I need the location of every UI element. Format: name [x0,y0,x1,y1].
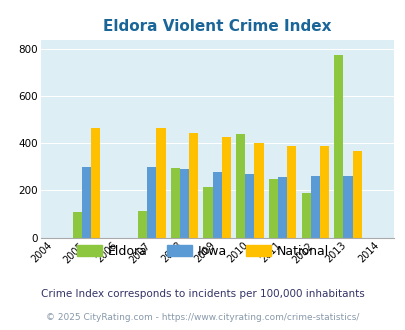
Bar [203,187,212,238]
Bar [343,176,352,238]
Bar [82,167,91,238]
Bar [91,128,100,238]
Bar [277,177,286,238]
Text: © 2025 CityRating.com - https://www.cityrating.com/crime-statistics/: © 2025 CityRating.com - https://www.city… [46,313,359,322]
Bar [352,151,361,238]
Bar [254,143,263,238]
Legend: Eldora, Iowa, National: Eldora, Iowa, National [72,240,333,263]
Bar [286,146,296,238]
Bar [156,128,165,238]
Bar [189,133,198,238]
Bar [171,168,179,238]
Bar [147,167,156,238]
Bar [319,146,328,238]
Bar [245,174,254,238]
Bar [179,169,189,238]
Bar [333,55,343,238]
Bar [72,213,81,238]
Bar [310,176,319,238]
Bar [138,211,147,238]
Bar [212,172,221,238]
Bar [268,179,277,238]
Bar [236,134,245,238]
Title: Eldora Violent Crime Index: Eldora Violent Crime Index [103,19,330,34]
Text: Crime Index corresponds to incidents per 100,000 inhabitants: Crime Index corresponds to incidents per… [41,289,364,299]
Bar [301,193,310,238]
Bar [221,137,230,238]
